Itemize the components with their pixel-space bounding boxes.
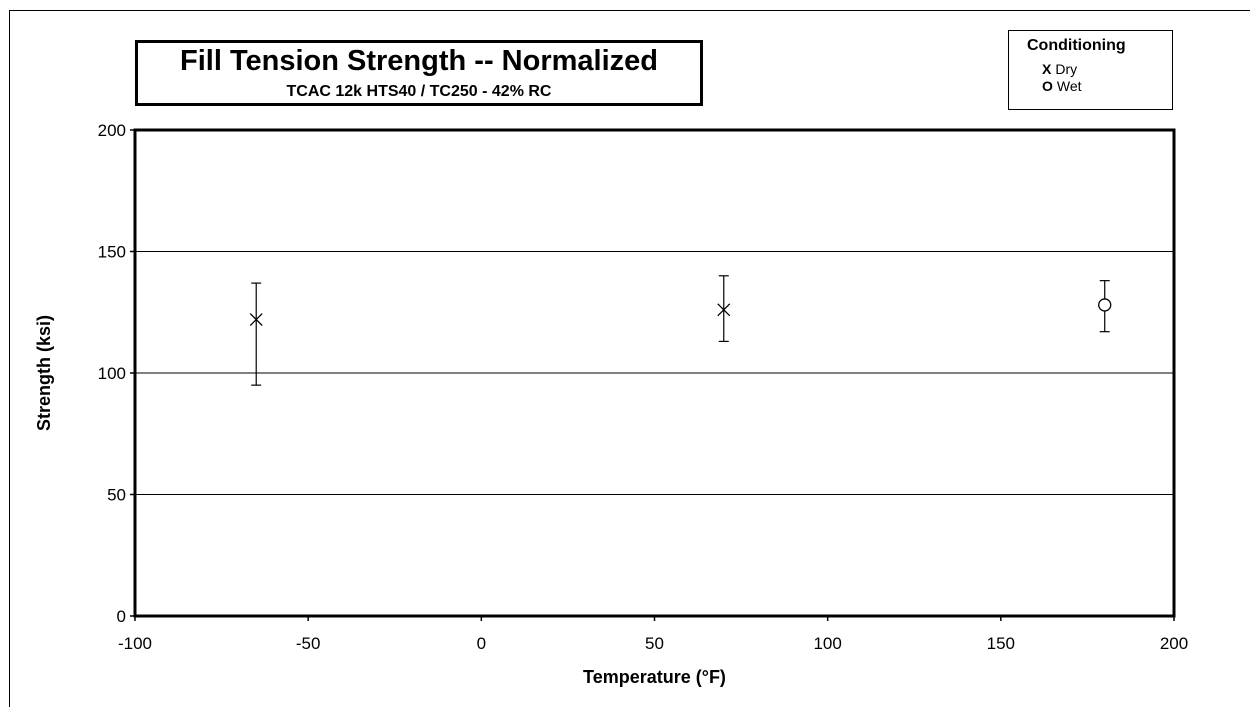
legend-marker-dry: X xyxy=(1042,61,1052,77)
legend-label-dry: Dry xyxy=(1055,61,1078,77)
legend-item-wet: O Wet xyxy=(1042,78,1082,94)
data-point-dry xyxy=(249,313,263,326)
legend-item-dry: X Dry xyxy=(1042,61,1077,77)
legend-title: Conditioning xyxy=(1027,37,1126,54)
chart-subtitle: TCAC 12k HTS40 / TC250 - 42% RC xyxy=(286,83,552,100)
x-axis-label: Temperature (°F) xyxy=(583,667,726,687)
y-tick-label: 50 xyxy=(107,486,126,505)
chart-border xyxy=(9,10,1250,707)
x-tick-label: -100 xyxy=(118,634,152,653)
x-tick-label: 50 xyxy=(645,634,664,653)
data-point-wet xyxy=(1098,298,1112,312)
x-tick-label: -50 xyxy=(296,634,321,653)
x-tick-label: 200 xyxy=(1160,634,1188,653)
legend-label-wet: Wet xyxy=(1056,78,1082,94)
y-axis-label: Strength (ksi) xyxy=(34,315,54,431)
legend: Conditioning X Dry O Wet xyxy=(1008,30,1173,110)
legend-marker-wet: O xyxy=(1042,78,1053,94)
y-tick-label: 0 xyxy=(117,607,126,626)
x-tick-label: 100 xyxy=(813,634,841,653)
x-tick-label: 150 xyxy=(987,634,1015,653)
data-point-dry xyxy=(717,303,731,317)
y-tick-label: 200 xyxy=(98,121,126,140)
x-tick-label: 0 xyxy=(477,634,486,653)
title-box: Fill Tension Strength -- Normalized TCAC… xyxy=(135,40,703,106)
y-tick-label: 100 xyxy=(98,364,126,383)
chart-title: Fill Tension Strength -- Normalized xyxy=(180,45,658,77)
y-tick-label: 150 xyxy=(98,243,126,262)
